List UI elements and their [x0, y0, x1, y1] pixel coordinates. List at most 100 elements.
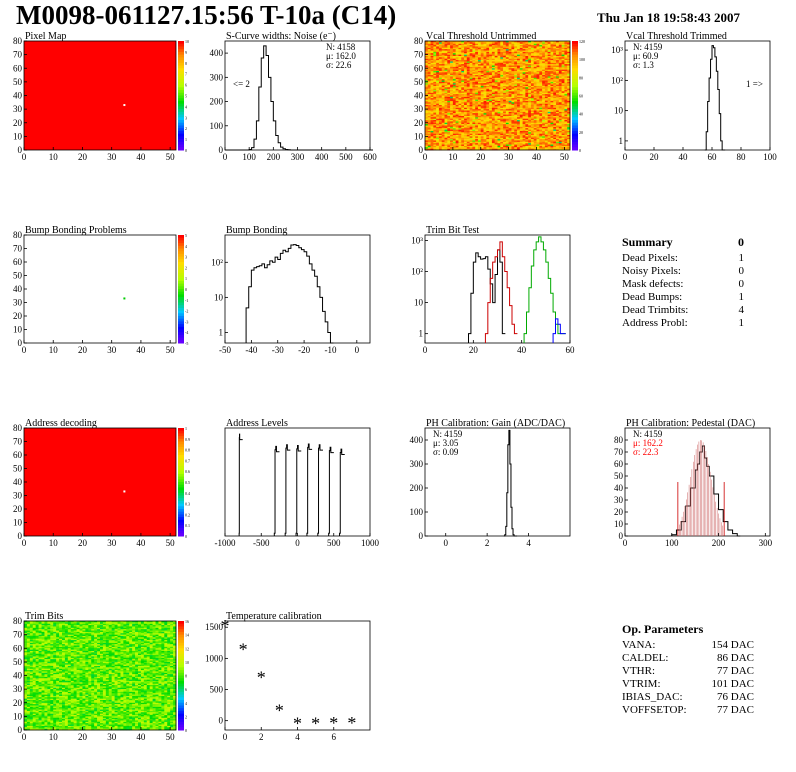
heatmap-cell: [469, 136, 473, 139]
heatmap-cell: [533, 124, 537, 126]
x-tick-label: 300: [759, 538, 773, 548]
heatmap-cell: [553, 103, 557, 106]
heatmap-cell: [547, 141, 551, 144]
heatmap-cell: [544, 143, 548, 145]
heatmap-cell: [558, 51, 562, 54]
heatmap-cell: [427, 75, 431, 77]
heatmap-cell: [558, 132, 562, 134]
heatmap-cell: [26, 672, 31, 675]
heatmap-cell: [436, 87, 440, 89]
heatmap-cell: [544, 69, 548, 72]
palette-cell: [178, 51, 184, 56]
heatmap-cell: [438, 117, 443, 119]
chart-ph-gain: PH Calibration: Gain (ADC/DAC)N: 4159μ: …: [410, 418, 571, 548]
heatmap-cell: [425, 72, 429, 74]
palette-cell: [178, 452, 184, 456]
heatmap-cell: [530, 57, 535, 60]
heatmap-cell: [530, 49, 535, 51]
heatmap-cell: [464, 147, 468, 149]
palette-cell: [572, 95, 578, 99]
heatmap-cell: [536, 144, 540, 147]
heatmap-cell: [483, 68, 487, 70]
heatmap-cell: [480, 109, 484, 111]
heatmap-cell: [444, 128, 448, 130]
heatmap-cell: [461, 73, 465, 76]
heatmap-cell: [489, 106, 493, 109]
heatmap-cell: [558, 83, 562, 85]
heatmap-cell: [536, 137, 540, 140]
heatmap-cell: [533, 80, 537, 83]
heatmap-cell: [508, 65, 512, 68]
heatmap-cell: [438, 66, 443, 69]
heatmap-cell: [26, 721, 31, 724]
heatmap-cell: [550, 102, 554, 104]
heatmap-cell: [558, 91, 562, 94]
heatmap-cell: [489, 50, 493, 53]
heatmap-cell: [503, 125, 507, 128]
heatmap-cell: [508, 125, 512, 128]
heatmap-cell: [517, 136, 521, 139]
heatmap-cell: [433, 64, 437, 66]
heatmap-cell: [430, 75, 434, 77]
heatmap-cell: [500, 130, 504, 133]
heatmap-cell: [530, 79, 535, 81]
heatmap-cell: [475, 62, 479, 65]
heatmap-cell: [550, 110, 554, 113]
heatmap-cell: [26, 690, 31, 693]
heatmap-cell: [29, 700, 34, 702]
heatmap-cell: [425, 143, 429, 145]
heatmap-cell: [561, 130, 565, 133]
heatmap-cell: [542, 114, 546, 117]
heatmap-cell: [447, 61, 451, 64]
heatmap-cell: [514, 111, 518, 114]
heatmap-cell: [483, 117, 487, 119]
heatmap-cell: [542, 121, 546, 124]
heatmap-cell: [461, 140, 465, 143]
heatmap-cell: [505, 124, 509, 126]
heatmap-cell: [544, 70, 548, 73]
heatmap-cell: [553, 136, 557, 139]
heatmap-cell: [553, 84, 557, 87]
heatmap-cell: [472, 54, 476, 57]
heatmap-cell: [24, 667, 28, 669]
heatmap-cell: [430, 62, 434, 65]
palette-cell: [178, 240, 184, 244]
heatmap-cell: [461, 117, 465, 119]
heatmap-cell: [525, 68, 529, 70]
heatmap-cell: [425, 106, 429, 109]
stats-text: σ: 0.09: [433, 447, 459, 457]
heatmap-cell: [433, 57, 437, 60]
heatmap-cell: [519, 50, 523, 53]
heatmap-cell: [533, 133, 537, 136]
heatmap-cell: [522, 72, 526, 74]
heatmap-cell: [539, 141, 543, 144]
heatmap-cell: [528, 148, 532, 151]
heatmap-cell: [530, 81, 535, 84]
heatmap-cell: [508, 148, 512, 151]
heatmap-cell: [500, 45, 504, 47]
heatmap-cell: [436, 144, 440, 147]
heatmap-cell: [464, 125, 468, 128]
heatmap-cell: [553, 49, 557, 51]
palette-cell: [178, 517, 184, 521]
heatmap-fill: [24, 41, 176, 150]
heatmap-cell: [455, 73, 459, 76]
heatmap-cell: [430, 73, 434, 76]
heatmap-cell: [544, 106, 548, 109]
heatmap-cell: [452, 110, 456, 113]
heatmap-cell: [539, 148, 543, 151]
heatmap-cell: [497, 121, 501, 124]
heatmap-cell: [525, 61, 529, 64]
heatmap-cell: [542, 115, 546, 118]
heatmap-cell: [26, 625, 31, 627]
heatmap-cell: [475, 96, 479, 99]
heatmap-cell: [427, 68, 431, 70]
heatmap-cell: [530, 132, 535, 134]
heatmap-cell: [489, 84, 493, 87]
heatmap-cell: [550, 109, 554, 111]
heatmap-cell: [26, 627, 31, 630]
heatmap-cell: [450, 41, 454, 43]
heatmap-cell: [533, 140, 537, 143]
